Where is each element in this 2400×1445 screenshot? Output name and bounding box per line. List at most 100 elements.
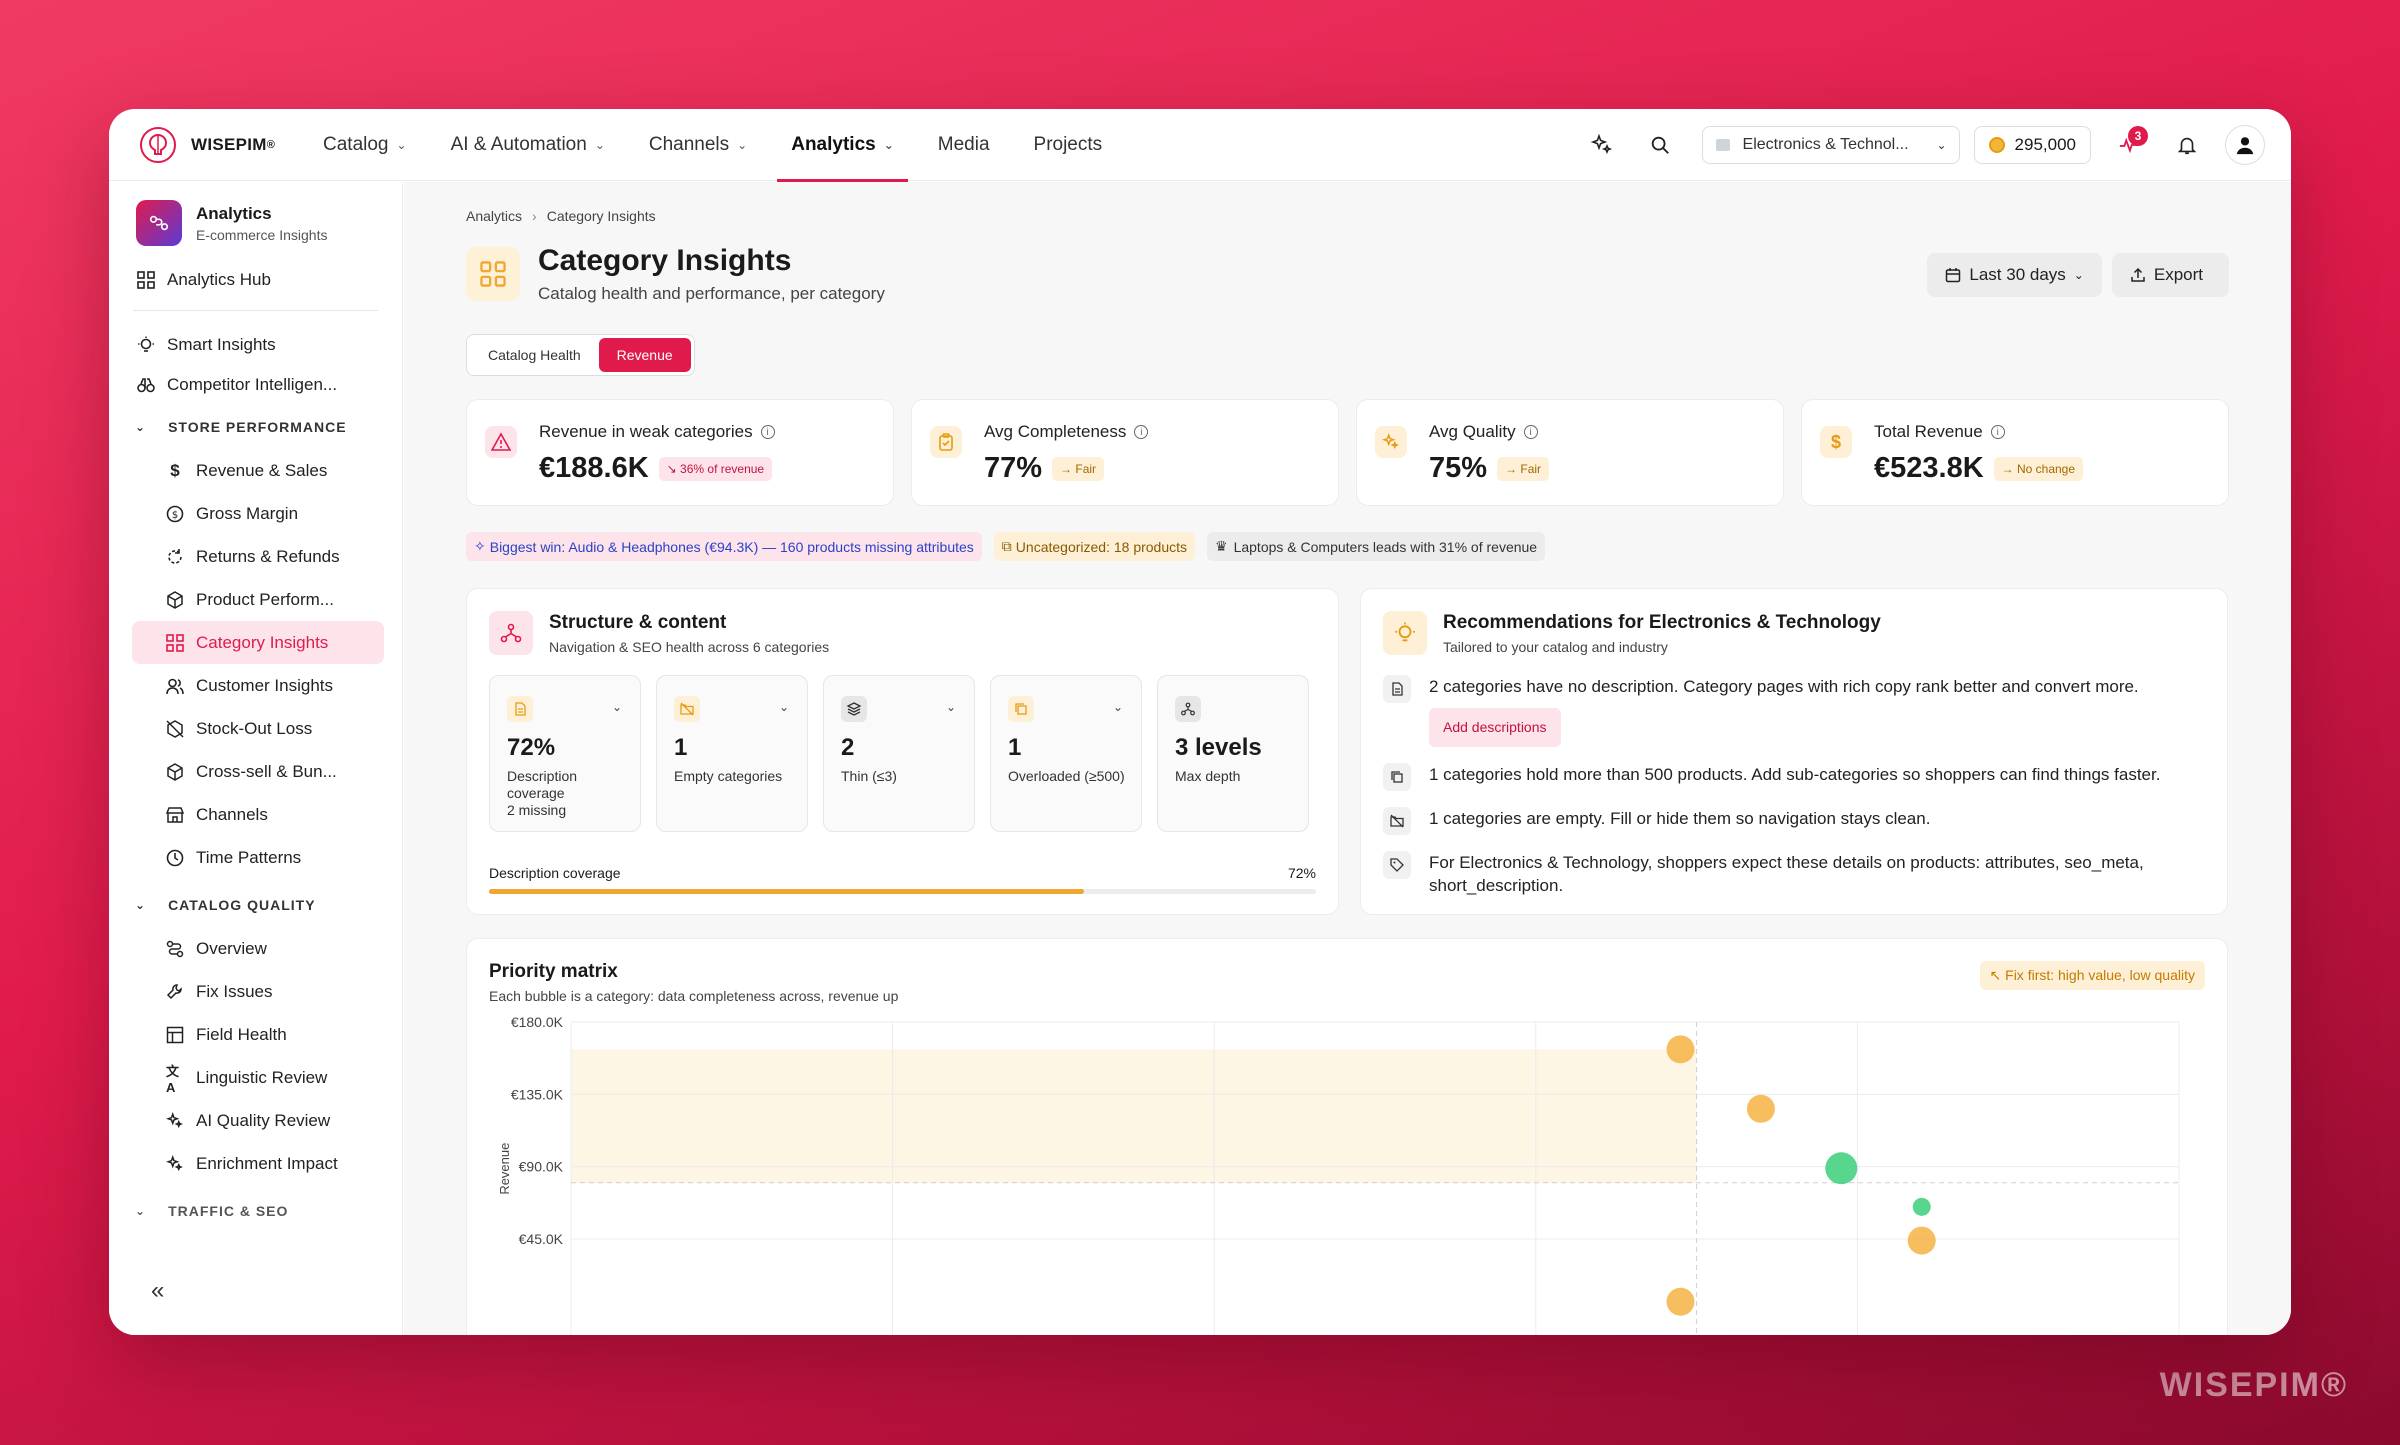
sidebar-item-time-patterns[interactable]: Time Patterns [109,836,402,879]
fix-first-badge: ↖ Fix first: high value, low quality [1979,961,2205,990]
kpi-trend-badge: → Fair [1497,456,1550,481]
nav-catalog[interactable]: Catalog ⌄ [309,109,421,181]
section-label: TRAFFIC & SEO [168,1203,289,1219]
header-actions: Last 30 days ⌄ Export [1917,253,2229,297]
info-icon[interactable]: i [1523,425,1538,439]
info-icon[interactable]: i [1990,425,2005,439]
chevron-down-icon: ⌄ [778,700,789,714]
kpi-trend-badge: → Fair [1052,456,1105,481]
insight-chip-leader[interactable]: ♛ Laptops & Computers leads with 31% of … [1207,532,1546,561]
box-icon [167,590,183,609]
notification-count-badge: 3 [2128,125,2148,146]
breadcrumb-root[interactable]: Analytics [466,208,523,224]
activity-button[interactable]: 3 [2109,125,2149,165]
metric-label: Thin (≤3) [841,768,897,784]
chevron-down-icon: ⌄ [945,700,956,714]
nav-ai-automation[interactable]: AI & Automation ⌄ [437,109,619,181]
kpi-card-avg-quality: Avg Quality i 75% → Fair [1356,399,1784,506]
metric-value: 1 [1008,734,1022,761]
insight-chip-biggest-win[interactable]: ✧ Biggest win: Audio & Headphones (€94.3… [466,532,982,561]
workspace-select[interactable]: Electronics & Technol... ⌄ [1701,125,1960,164]
sidebar-item-field-health[interactable]: Field Health [109,1013,402,1056]
info-icon[interactable]: i [1134,425,1149,439]
metric-description-coverage[interactable]: ⌄ 72% Description coverage 2 missing [489,675,641,832]
section-catalog-quality[interactable]: ⌄ CATALOG QUALITY [109,883,402,927]
kpi-value: €523.8K [1874,452,1984,484]
sidebar-item-revenue-sales[interactable]: $ Revenue & Sales [109,449,402,492]
nav-analytics[interactable]: Analytics ⌄ [777,109,908,182]
document-icon [507,696,533,722]
date-range-label: Last 30 days [1969,265,2066,284]
sidebar-item-product-performance[interactable]: Product Perform... [109,578,402,621]
wrench-icon [166,983,182,999]
nav-label: Analytics [791,133,876,155]
credits-counter[interactable]: 295,000 [1973,125,2091,164]
user-avatar[interactable] [2225,124,2265,165]
lightbulb-icon [138,336,154,352]
collapse-sidebar-button[interactable]: « [151,1277,165,1304]
sidebar-item-category-insights[interactable]: Category Insights [132,621,384,664]
sidebar-item-fix-issues[interactable]: Fix Issues [109,970,402,1013]
tab-catalog-health[interactable]: Catalog Health [488,347,581,363]
metric-thin-categories[interactable]: ⌄ 2 Thin (≤3) [823,675,975,832]
tab-revenue[interactable]: Revenue [598,338,691,372]
copy-icon: ⧉ [1001,538,1012,554]
nav-media[interactable]: Media [924,109,1004,181]
card-title: Recommendations for Electronics & Techno… [1443,611,1881,633]
top-navbar: WISEPIM ® Catalog ⌄ AI & Automation ⌄ Chann… [109,109,2291,182]
warning-icon [485,426,517,458]
nav-label: Media [937,133,990,155]
search-button[interactable] [1640,125,1680,165]
coin-dollar-icon: $ [166,505,184,522]
nav-label: AI & Automation [450,133,587,155]
add-descriptions-button[interactable]: Add descriptions [1429,708,1561,747]
chevron-down-icon: ⌄ [2073,268,2084,282]
insight-chip-uncategorized[interactable]: ⧉ Uncategorized: 18 products [993,532,1196,561]
notifications-button[interactable] [2167,125,2207,165]
clipboard-check-icon [930,426,962,458]
folder-off-icon [1383,807,1411,835]
coin-icon [1988,136,2005,153]
sidebar-item-overview[interactable]: Overview [109,927,402,970]
sidebar-item-gross-margin[interactable]: $ Gross Margin [109,492,402,535]
chevron-down-icon: ⌄ [135,420,147,434]
metric-empty-categories[interactable]: ⌄ 1 Empty categories [656,675,808,832]
sidebar-item-competitor[interactable]: Competitor Intelligen... [109,365,402,405]
sidebar-item-enrichment-impact[interactable]: Enrichment Impact [109,1142,402,1185]
hierarchy-icon [489,611,533,655]
coverage-progress-label: Description coverage 72% [489,865,1316,881]
nav-projects[interactable]: Projects [1020,109,1117,181]
sidebar-item-label: Channels [196,804,268,824]
ai-sparkle-button[interactable] [1582,125,1622,165]
brand-mark: ® [266,138,275,151]
chip-text: Uncategorized: 18 products [1015,538,1188,555]
sidebar-item-returns[interactable]: Returns & Refunds [109,535,402,578]
brand[interactable]: WISEPIM ® [137,124,287,166]
section-traffic-seo[interactable]: ⌄ TRAFFIC & SEO [109,1189,402,1233]
app-window: WISEPIM ® Catalog ⌄ AI & Automation ⌄ Chann… [109,109,2291,1335]
sidebar-item-customer-insights[interactable]: Customer Insights [109,664,402,707]
export-button[interactable]: Export [2111,253,2229,297]
grid-icon [166,633,184,652]
recommendations-card: Recommendations for Electronics & Techno… [1360,588,2228,915]
date-range-button[interactable]: Last 30 days ⌄ [1927,253,2102,297]
sidebar-item-stock-out[interactable]: Stock-Out Loss [109,707,402,750]
info-icon[interactable]: i [760,425,775,439]
nav-label: Projects [1033,133,1103,155]
sidebar-item-channels[interactable]: Channels [109,793,402,836]
y-tick-label: €180.0K [511,1014,564,1030]
sidebar-item-smart-insights[interactable]: Smart Insights [109,325,402,365]
sidebar-item-ai-quality-review[interactable]: AI Quality Review [109,1099,402,1142]
metric-max-depth[interactable]: 3 levels Max depth [1157,675,1309,832]
sidebar-item-linguistic-review[interactable]: 文A Linguistic Review [109,1056,402,1099]
grid-icon [466,247,520,301]
metric-value: 2 [841,734,855,761]
section-store-performance[interactable]: ⌄ STORE PERFORMANCE [109,405,402,449]
sidebar-item-analytics-hub[interactable]: Analytics Hub [109,260,402,300]
metric-label: Description coverage [507,768,578,801]
nav-channels[interactable]: Channels ⌄ [635,109,761,181]
chip-text: Laptops & Computers leads with 31% of re… [1233,538,1538,555]
kpi-label: Revenue in weak categories [539,422,753,441]
sidebar-item-cross-sell[interactable]: Cross-sell & Bun... [109,750,402,793]
metric-overloaded[interactable]: ⌄ 1 Overloaded (≥500) [990,675,1142,832]
